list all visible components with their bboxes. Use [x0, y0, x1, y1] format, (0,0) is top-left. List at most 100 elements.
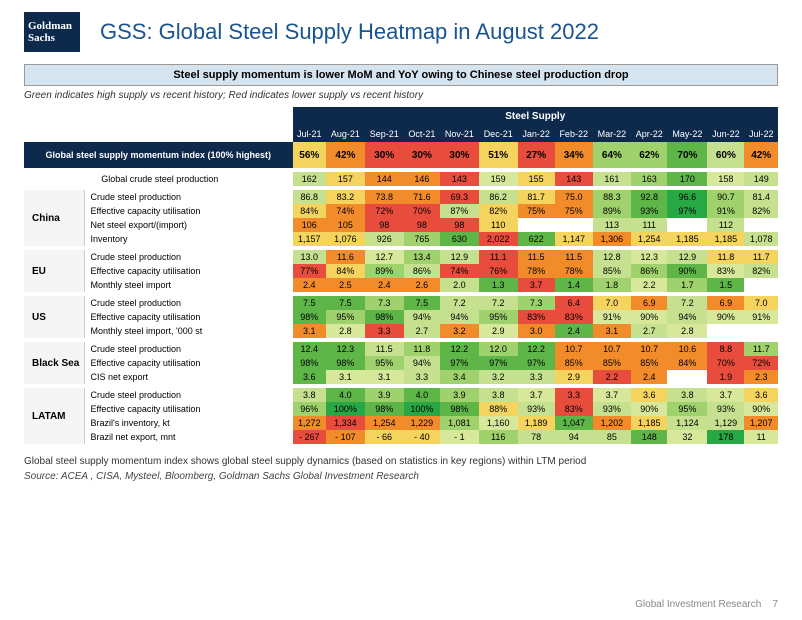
footer: Global Investment Research 7: [635, 599, 778, 610]
month-header: Feb-22: [555, 126, 593, 142]
heatmap-cell: 94%: [404, 356, 440, 370]
heatmap-cell: 2.4: [631, 370, 667, 384]
heatmap-cell: 12.3: [326, 342, 365, 356]
metric-label: Crude steel production: [84, 250, 293, 264]
heatmap-cell: 1,078: [744, 232, 778, 246]
heatmap-cell: 13.4: [404, 250, 440, 264]
heatmap-cell: 1,047: [555, 416, 593, 430]
heatmap-cell: 1.7: [667, 278, 707, 292]
heatmap-cell: 162: [293, 172, 327, 186]
heatmap-cell: 74%: [440, 264, 479, 278]
heatmap-cell: 7.5: [326, 296, 365, 310]
heatmap-cell: 161: [593, 172, 631, 186]
metric-label: Net steel export/(import): [84, 218, 293, 232]
heatmap-cell: 10.7: [555, 342, 593, 356]
heatmap-cell: 2.6: [404, 278, 440, 292]
heatmap-cell: 170: [667, 172, 707, 186]
heatmap-cell: 2,022: [479, 232, 518, 246]
heatmap-cell: 82%: [744, 264, 778, 278]
heatmap-table: Steel SupplyJul-21Aug-21Sep-21Oct-21Nov-…: [24, 107, 778, 448]
heatmap-cell: 3.0: [518, 324, 555, 338]
heatmap-cell: 98%: [365, 402, 404, 416]
metric-label: Effective capacity utilisation: [84, 356, 293, 370]
heatmap-cell: - 40: [404, 430, 440, 444]
heatmap-cell: 70%: [667, 142, 707, 168]
heatmap-cell: 12.7: [365, 250, 404, 264]
heatmap-cell: 2.5: [326, 278, 365, 292]
heatmap-cell: 76%: [479, 264, 518, 278]
heatmap-cell: 3.8: [293, 388, 327, 402]
heatmap-cell: 89%: [365, 264, 404, 278]
heatmap-cell: 11.5: [555, 250, 593, 264]
heatmap-cell: 84%: [326, 264, 365, 278]
heatmap-cell: 4.0: [326, 388, 365, 402]
heatmap-cell: 3.2: [440, 324, 479, 338]
heatmap-cell: [744, 324, 778, 338]
heatmap-cell: 77%: [293, 264, 327, 278]
heatmap-cell: 3.8: [479, 388, 518, 402]
heatmap-cell: 72%: [744, 356, 778, 370]
heatmap-cell: 42%: [326, 142, 365, 168]
heatmap-cell: 1,185: [667, 232, 707, 246]
heatmap-cell: 81.7: [518, 190, 555, 204]
heatmap-cell: 70%: [707, 356, 744, 370]
heatmap-cell: 3.3: [404, 370, 440, 384]
month-header: May-22: [667, 126, 707, 142]
heatmap-cell: 2.4: [365, 278, 404, 292]
heatmap-cell: 82%: [479, 204, 518, 218]
heatmap-cell: 98%: [365, 310, 404, 324]
heatmap-cell: 3.3: [518, 370, 555, 384]
heatmap-cell: 73.8: [365, 190, 404, 204]
heatmap-cell: 1,129: [707, 416, 744, 430]
heatmap-cell: 12.2: [518, 342, 555, 356]
heatmap-cell: 7.3: [365, 296, 404, 310]
heatmap-cell: 93%: [593, 402, 631, 416]
heatmap-cell: 95%: [365, 356, 404, 370]
heatmap-cell: [555, 218, 593, 232]
heatmap-cell: 78: [518, 430, 555, 444]
heatmap-cell: 1,229: [404, 416, 440, 430]
metric-label: Crude steel production: [84, 296, 293, 310]
heatmap-cell: 94%: [404, 310, 440, 324]
heatmap-cell: 62%: [631, 142, 667, 168]
metric-label: Effective capacity utilisation: [84, 204, 293, 218]
heatmap-cell: 2.2: [593, 370, 631, 384]
heatmap-cell: 158: [707, 172, 744, 186]
heatmap-cell: - 1: [440, 430, 479, 444]
heatmap-cell: 98: [440, 218, 479, 232]
heatmap-cell: 116: [479, 430, 518, 444]
heatmap-cell: 95%: [326, 310, 365, 324]
heatmap-cell: 2.2: [631, 278, 667, 292]
subtitle: Steel supply momentum is lower MoM and Y…: [24, 64, 778, 86]
heatmap-cell: 149: [744, 172, 778, 186]
heatmap-cell: 2.7: [404, 324, 440, 338]
heatmap-cell: 106: [293, 218, 327, 232]
heatmap-cell: 86.2: [479, 190, 518, 204]
heatmap-cell: 85%: [593, 264, 631, 278]
heatmap-cell: 87%: [440, 204, 479, 218]
footnote: Global steel supply momentum index shows…: [24, 456, 778, 467]
heatmap-cell: 98%: [326, 356, 365, 370]
heatmap-cell: 34%: [555, 142, 593, 168]
heatmap-cell: 98: [404, 218, 440, 232]
heatmap-cell: 1,160: [479, 416, 518, 430]
heatmap-cell: 94: [555, 430, 593, 444]
region-label: US: [24, 296, 84, 338]
heatmap-cell: 86%: [631, 264, 667, 278]
heatmap-cell: 64%: [593, 142, 631, 168]
metric-label: Monthly steel import: [84, 278, 293, 292]
heatmap-cell: 7.2: [440, 296, 479, 310]
month-header: Jul-21: [293, 126, 327, 142]
heatmap-cell: 1,272: [293, 416, 327, 430]
heatmap-cell: 30%: [365, 142, 404, 168]
heatmap-cell: [744, 278, 778, 292]
heatmap-cell: 11.6: [326, 250, 365, 264]
heatmap-cell: 110: [479, 218, 518, 232]
heatmap-cell: 3.7: [518, 388, 555, 402]
heatmap-cell: 6.9: [631, 296, 667, 310]
heatmap-cell: 7.2: [667, 296, 707, 310]
heatmap-cell: 1.8: [593, 278, 631, 292]
heatmap-cell: 1,334: [326, 416, 365, 430]
heatmap-cell: 75%: [555, 204, 593, 218]
heatmap-cell: 622: [518, 232, 555, 246]
